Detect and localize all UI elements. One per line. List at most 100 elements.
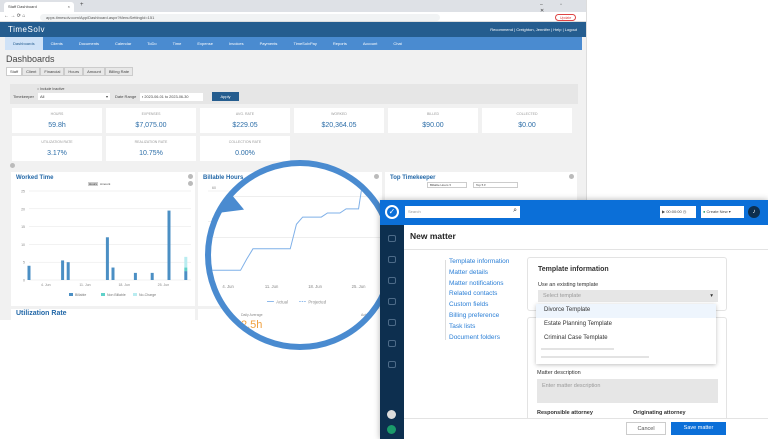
dashboard-tab[interactable]: Client [22,67,41,76]
y-tick-label: 0 [23,279,25,283]
section-link[interactable]: Task lists [449,322,476,330]
nav-item[interactable]: Expense [197,41,213,46]
magnifier: 4. Jun 11. Jun 18. Jun 25. Jun Actual Project… [205,160,395,350]
y-tick-label: 60 [212,186,216,190]
nav-item[interactable]: Clients [50,41,63,46]
list-icon[interactable] [388,277,396,284]
dashboard-tab[interactable]: Hours [64,67,84,76]
address-bar: ← → ⟳ ⌂ apps.timesolv.com/App/Dashboard.… [0,12,586,22]
settings-icon[interactable] [188,174,193,179]
description-label: Matter description [537,370,581,376]
metric-select[interactable]: Billable Hours ▾ [427,182,467,188]
actual-line [211,166,378,271]
briefcase-icon[interactable] [388,298,396,305]
date-range-input[interactable]: ▪ 2023-06-01 to 2023-06-30 [140,93,203,101]
settings-icon[interactable] [374,174,379,179]
timer-button[interactable]: ▶ 00:00:00 ◷ [660,206,696,218]
app-header: TimeSolv Recommend | Creighton, Jennifer… [0,22,586,37]
nav-item[interactable]: ToDo [147,41,157,46]
section-link[interactable]: Document folders [449,333,500,341]
template-option[interactable]: Estate Planning Template [544,321,612,327]
bar-billable [27,265,31,280]
timesolv-logo: TimeSolv [8,25,46,34]
template-select[interactable]: Select template ▾ [538,290,718,302]
bar-billable [184,271,188,280]
nav-item[interactable]: Chat [393,41,402,46]
nav-item[interactable]: Documents [78,41,100,46]
info-icon[interactable] [188,181,193,186]
nav-item[interactable]: Account [362,41,378,46]
nav-item[interactable]: Reports [332,41,347,46]
nav-item[interactable]: Dashboards [5,37,43,50]
include-inactive-checkbox[interactable]: ○ Include Inactive [37,87,65,91]
status-icon[interactable] [387,425,396,434]
avatar[interactable] [387,410,396,419]
nav-item[interactable]: Payments [259,41,278,46]
close-icon[interactable]: × [67,4,70,9]
dashboard-tab[interactable]: Staff [6,67,23,76]
search-input[interactable]: Search ⌕ [405,206,520,218]
create-new-button[interactable]: ● Create New ▾ [701,206,744,218]
top-links[interactable]: Recommend | Creighton, Jennifer | Help |… [490,27,577,32]
date-range-value: 2023-06-01 to 2023-06-30 [144,94,189,99]
toggle-amount[interactable]: Amount [100,182,111,186]
page-title: Dashboards [6,54,55,64]
template-option[interactable]: Divorce Template [536,304,716,318]
stat-label: UTILIZATION RATE [41,140,73,144]
user-icon[interactable] [388,319,396,326]
nav-arrows-icon[interactable]: ← → ⟳ ⌂ [4,13,26,19]
legend-label: Projected [308,299,326,304]
description-textarea[interactable]: Enter matter description [537,379,718,403]
section-link[interactable]: Custom fields [449,301,489,309]
nav-item[interactable]: TimeSolvPay [293,41,317,46]
stat-label: REALIZATION RATE [134,140,168,144]
stat-card: REALIZATION RATE 10.75% [106,136,196,161]
browser-tab[interactable]: Staff Dashboard × [4,2,74,12]
url-input[interactable]: apps.timesolv.com/App/Dashboard.aspx?Men… [40,13,440,21]
dashboard-tab[interactable]: Billing Rate [104,67,134,76]
template-option[interactable]: Criminal Case Template [544,335,608,341]
originating-label: Originating attorney [633,410,686,416]
new-tab-icon[interactable]: + [80,2,84,8]
legend-label: Actual [276,299,288,304]
section-link[interactable]: Matter notifications [449,279,504,287]
description-placeholder: Enter matter description [542,383,601,389]
toggle-hours[interactable]: Hours [88,182,99,186]
apply-button[interactable]: Apply [212,92,239,101]
dashboard-tab[interactable]: Amount [83,67,105,76]
x-tick-label: 18. Jun [308,284,322,289]
bar-billable [105,237,109,280]
section-link[interactable]: Matter details [449,268,489,276]
bar-non-billable [184,267,188,272]
filter-panel: ○ Include Inactive Timekeeper All ▾ Date … [10,84,578,104]
update-button[interactable]: Update [555,13,577,21]
stat-value: $0.00 [518,122,536,129]
app-logo-icon: ✓ [385,205,399,219]
timekeeper-select[interactable]: All ▾ [38,93,110,100]
bar-no-charge [184,256,188,268]
section-link[interactable]: Template information [449,258,510,265]
window-controls[interactable]: ‒ ▫ ✕ [540,2,570,14]
home-icon[interactable] [388,235,396,242]
search-icon[interactable]: ⌕ [513,207,517,214]
nav-item[interactable]: Calendar [115,41,132,46]
count-select[interactable]: Top 5 ▾ [473,182,518,188]
template-dropdown: Divorce Template Estate Planning Template… [536,304,716,364]
date-range-label: Date Range [115,94,137,99]
section-link[interactable]: Billing preference [449,312,500,319]
nav-item[interactable]: Time [172,41,182,46]
folder-icon[interactable] [388,340,396,347]
settings-icon[interactable] [569,174,574,179]
legend-swatch [69,293,73,296]
stat-label: HOURS [50,112,64,116]
gear-icon[interactable] [388,361,396,368]
timekeeper-value: All [40,94,45,99]
dashboard-tab[interactable]: Financial [40,67,65,76]
cancel-button[interactable]: Cancel [626,422,666,435]
nav-item[interactable]: Invoices [228,41,244,46]
section-link[interactable]: Related contacts [449,290,498,298]
calendar-icon[interactable] [388,256,396,263]
save-matter-button[interactable]: Save matter [671,422,726,435]
bell-icon[interactable]: ♪ [748,206,760,218]
settings-icon[interactable] [10,163,15,168]
